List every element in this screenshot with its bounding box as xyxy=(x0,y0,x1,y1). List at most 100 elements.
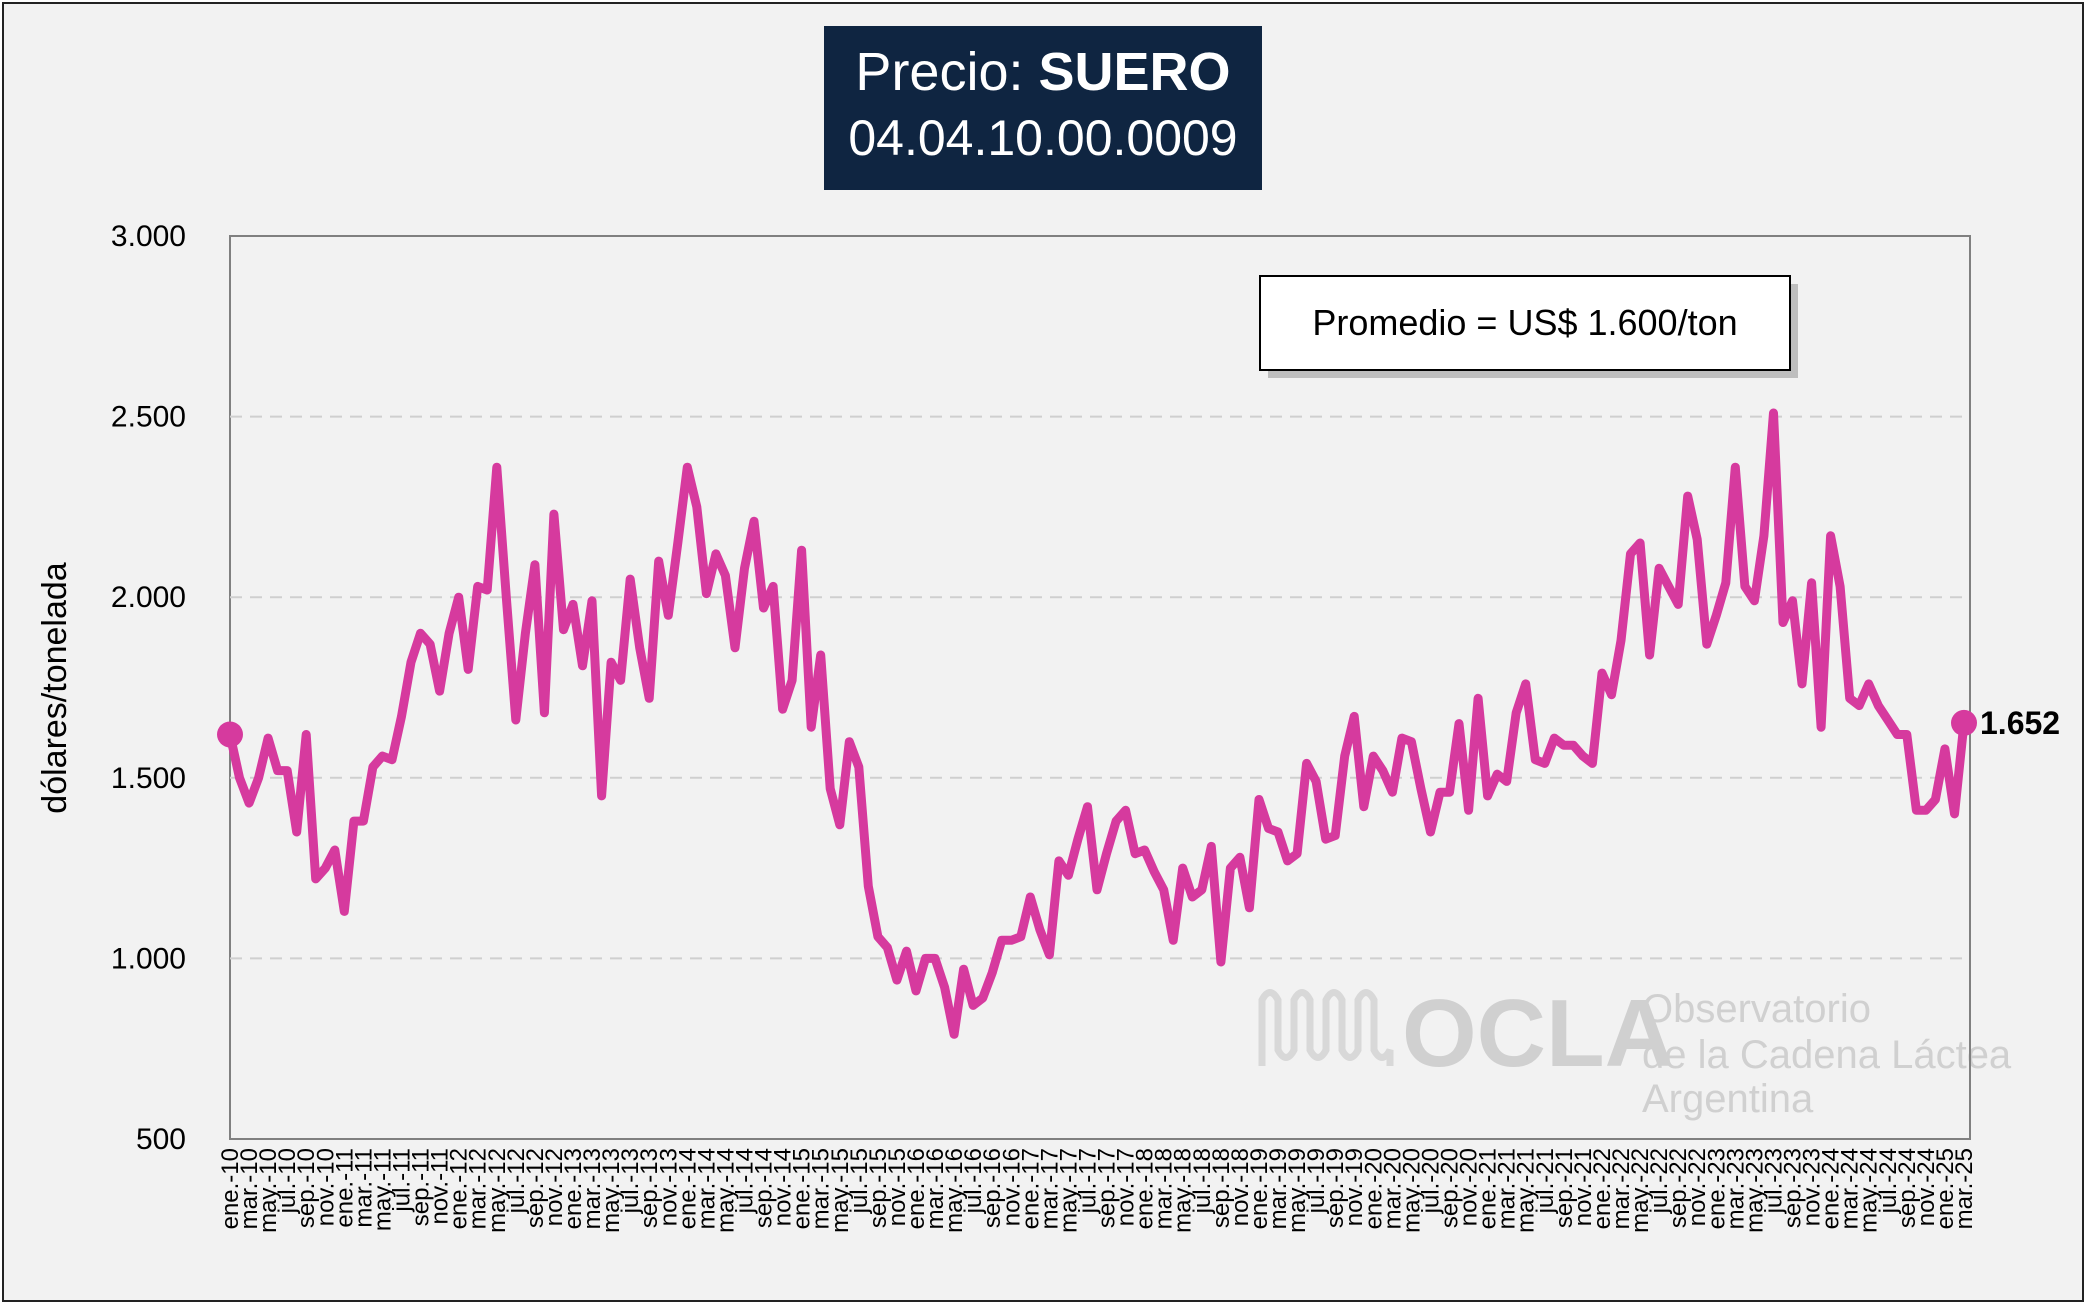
x-tick-label: ene.-19 xyxy=(1246,1148,1273,1229)
x-tick-label: may.-11 xyxy=(369,1148,396,1231)
y-tick-label: 3.000 xyxy=(111,220,186,253)
x-tick-label: jul.-18 xyxy=(1189,1148,1216,1214)
end-value-label: 1.652 xyxy=(1980,705,2060,741)
end-point-marker xyxy=(1951,709,1977,736)
x-tick-label: mar.-20 xyxy=(1379,1148,1406,1229)
x-tick-label: ene.-16 xyxy=(903,1148,930,1229)
x-tick-label: may.-15 xyxy=(827,1148,854,1233)
x-tick-label: mar.-23 xyxy=(1722,1148,1749,1229)
x-tick-label: may.-21 xyxy=(1513,1148,1540,1233)
x-tick-label: mar.-15 xyxy=(808,1148,835,1229)
x-tick-label: mar.-11 xyxy=(350,1148,377,1228)
x-tick-label: may.-16 xyxy=(941,1148,968,1233)
watermark-line3: Argentina xyxy=(1642,1077,1814,1121)
x-tick-label: mar.-25 xyxy=(1951,1148,1978,1229)
x-axis-ticks: ene.-10mar.-10may.-10jul.-10sep.-10nov.-… xyxy=(217,1148,1978,1233)
x-tick-label: sep.-18 xyxy=(1208,1148,1235,1228)
x-tick-label: sep.-13 xyxy=(636,1148,663,1228)
x-tick-label: jul.-16 xyxy=(960,1148,987,1214)
x-tick-label: sep.-19 xyxy=(1322,1148,1349,1228)
x-tick-label: sep.-12 xyxy=(522,1148,549,1228)
x-tick-label: jul.-13 xyxy=(617,1148,644,1214)
x-tick-label: nov.-10 xyxy=(312,1148,339,1226)
x-tick-label: jul.-23 xyxy=(1760,1148,1787,1214)
x-tick-label: ene.-22 xyxy=(1589,1148,1616,1229)
average-annotation-box: Promedio = US$ 1.600/ton xyxy=(1259,275,1798,378)
plot-area xyxy=(229,235,1971,1140)
x-tick-label: sep.-24 xyxy=(1894,1148,1921,1228)
x-tick-label: nov.-17 xyxy=(1113,1148,1140,1226)
x-tick-label: ene.-15 xyxy=(789,1148,816,1229)
x-tick-label: sep.-15 xyxy=(865,1148,892,1228)
x-tick-label: ene.-17 xyxy=(1017,1148,1044,1229)
x-tick-label: mar.-21 xyxy=(1494,1148,1521,1229)
x-tick-label: ene.-20 xyxy=(1360,1148,1387,1229)
chart-subtitle-code: 04.04.10.00.0009 xyxy=(848,110,1238,166)
x-tick-label: may.-14 xyxy=(712,1148,739,1233)
x-tick-label: jul.-19 xyxy=(1303,1148,1330,1214)
x-tick-label: sep.-11 xyxy=(408,1148,435,1226)
x-tick-label: may.-24 xyxy=(1856,1148,1883,1233)
x-tick-label: may.-12 xyxy=(484,1148,511,1233)
x-tick-label: may.-13 xyxy=(598,1148,625,1233)
x-tick-label: ene.-10 xyxy=(217,1148,244,1229)
x-tick-label: jul.-17 xyxy=(1074,1148,1101,1214)
x-tick-label: nov.-15 xyxy=(884,1148,911,1226)
chart-title: Precio: SUERO xyxy=(824,40,1262,104)
x-tick-label: nov.-13 xyxy=(655,1148,682,1226)
x-tick-label: ene.-24 xyxy=(1818,1148,1845,1229)
x-tick-label: nov.-16 xyxy=(998,1148,1025,1226)
start-point-marker xyxy=(217,721,243,748)
x-tick-label: mar.-18 xyxy=(1151,1148,1178,1229)
x-tick-label: jul.-11 xyxy=(388,1148,415,1213)
average-annotation-text: Promedio = US$ 1.600/ton xyxy=(1312,302,1737,343)
title-product: SUERO xyxy=(1038,42,1231,102)
x-tick-label: ene.-13 xyxy=(560,1148,587,1229)
y-tick-label: 2.500 xyxy=(111,401,186,434)
x-tick-label: mar.-16 xyxy=(922,1148,949,1229)
x-tick-label: nov.-12 xyxy=(541,1148,568,1226)
x-tick-label: may.-20 xyxy=(1398,1148,1425,1233)
x-tick-label: jul.-10 xyxy=(274,1148,301,1214)
ocla-watermark: OCLA Observatorio de la Cadena Láctea Ar… xyxy=(1258,980,2012,1121)
x-tick-label: nov.-24 xyxy=(1913,1148,1940,1226)
x-tick-label: may.-18 xyxy=(1170,1148,1197,1233)
x-tick-label: may.-19 xyxy=(1284,1148,1311,1233)
x-tick-label: nov.-21 xyxy=(1570,1148,1597,1226)
x-tick-label: sep.-21 xyxy=(1551,1148,1578,1228)
x-tick-label: mar.-17 xyxy=(1036,1148,1063,1229)
x-tick-label: nov.-18 xyxy=(1227,1148,1254,1226)
x-tick-label: may.-17 xyxy=(1055,1148,1082,1233)
y-axis-label: dólares/tonelada xyxy=(36,562,74,814)
x-tick-label: jul.-22 xyxy=(1646,1148,1673,1214)
x-tick-label: ene.-23 xyxy=(1703,1148,1730,1229)
x-tick-label: sep.-16 xyxy=(979,1148,1006,1228)
x-tick-label: sep.-17 xyxy=(1094,1148,1121,1228)
x-tick-label: jul.-24 xyxy=(1875,1148,1902,1214)
x-tick-label: ene.-18 xyxy=(1132,1148,1159,1229)
x-tick-label: mar.-13 xyxy=(579,1148,606,1229)
y-tick-label: 1.000 xyxy=(111,942,186,975)
x-tick-label: jul.-14 xyxy=(731,1148,758,1214)
x-tick-label: ene.-11 xyxy=(331,1148,358,1228)
x-tick-label: sep.-10 xyxy=(293,1148,320,1228)
x-tick-label: nov.-14 xyxy=(770,1148,797,1226)
x-tick-label: sep.-14 xyxy=(751,1148,778,1228)
x-tick-label: nov.-11 xyxy=(427,1148,454,1225)
price-series-line xyxy=(225,408,1969,1039)
x-tick-label: ene.-14 xyxy=(674,1148,701,1229)
x-tick-label: ene.-12 xyxy=(446,1148,473,1229)
x-tick-label: may.-10 xyxy=(255,1148,282,1233)
x-tick-label: jul.-21 xyxy=(1532,1148,1559,1214)
chart-title-box: Precio: SUERO 04.04.10.00.0009 xyxy=(824,26,1262,190)
x-tick-label: mar.-12 xyxy=(465,1148,492,1229)
x-tick-label: mar.-10 xyxy=(236,1148,263,1229)
x-tick-label: mar.-19 xyxy=(1265,1148,1292,1229)
x-tick-label: sep.-22 xyxy=(1665,1148,1692,1228)
x-tick-label: may.-22 xyxy=(1627,1148,1654,1233)
y-tick-label: 500 xyxy=(136,1123,186,1156)
x-tick-label: ene.-21 xyxy=(1475,1148,1502,1229)
watermark-line1: Observatorio xyxy=(1642,987,1871,1031)
